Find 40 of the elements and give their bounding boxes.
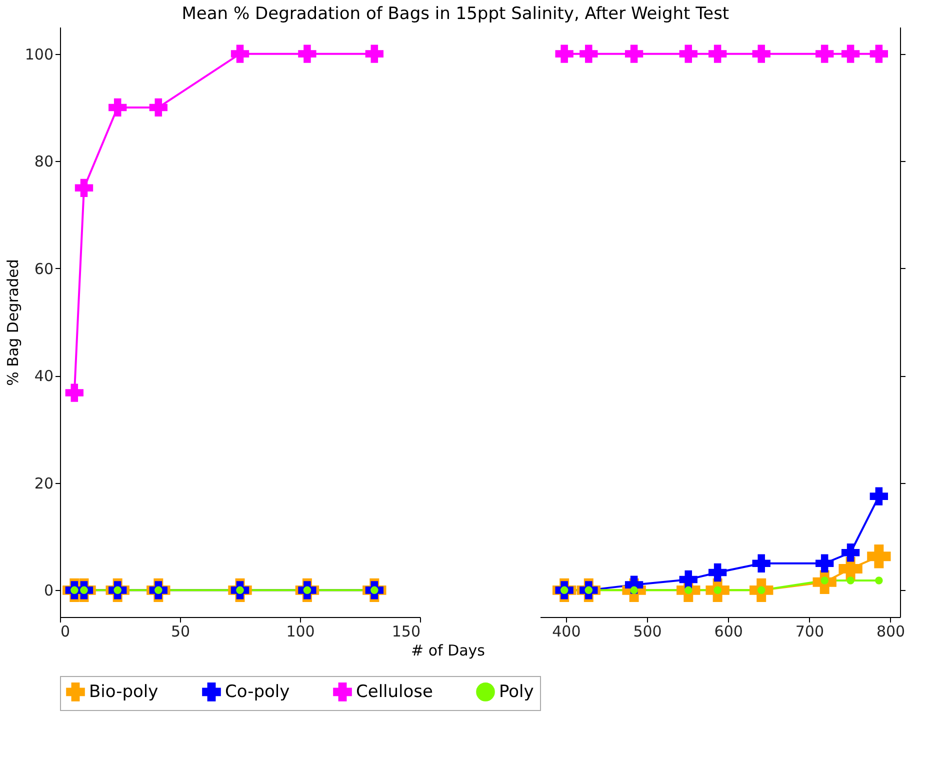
point [816,44,834,63]
point [679,570,698,589]
point [624,44,644,63]
point [708,563,727,582]
x-tick-label: 100 [286,622,315,640]
point [708,44,727,63]
x-tick-label: 500 [633,622,662,640]
legend-label: Co-poly [225,682,290,702]
y-tick-label: 0 [44,582,54,600]
point [679,44,698,63]
text: Mean % Degradation of Bags in 15ppt Salinity, After Weight Test [182,4,730,24]
point [846,576,854,584]
y-tick-label: 80 [34,152,54,171]
point [580,44,598,63]
x-tick-label: 700 [795,622,824,640]
y-tick-label: 20 [34,474,54,492]
point [555,44,574,63]
x-axis-title: # of Days [411,642,486,660]
x-tick-label: 150 [392,622,420,640]
point [870,44,888,63]
legend-label: Bio-poly [89,682,158,702]
point [867,544,891,568]
x-tick-label: 0 [60,622,70,640]
x-tick-label: 400 [552,622,581,640]
y-axis-title: % Bag Degraded [4,259,22,386]
point [870,487,888,506]
legend-label: Poly [499,682,534,702]
point [875,576,883,584]
point [752,554,770,572]
point [841,44,860,63]
x-tick-label: 800 [876,622,906,640]
x-tick-label: 50 [170,622,190,640]
point [816,554,834,572]
y-tick-label: 40 [34,367,54,386]
y-tick-label: 100 [24,45,54,64]
y-tick-label: 60 [34,260,54,278]
point [841,544,860,562]
legend-label: Cellulose [356,682,433,702]
x-tick-label: 600 [714,622,743,640]
point [752,44,770,63]
